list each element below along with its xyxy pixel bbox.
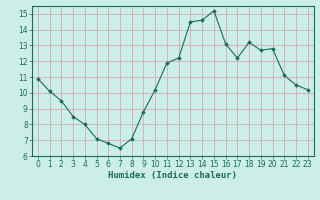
X-axis label: Humidex (Indice chaleur): Humidex (Indice chaleur) — [108, 171, 237, 180]
